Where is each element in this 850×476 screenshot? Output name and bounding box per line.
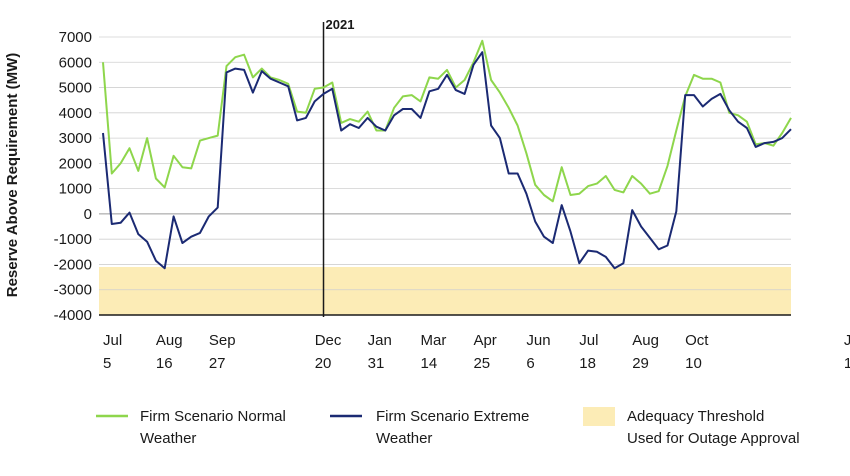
x-tick-day: 16 [156, 355, 173, 372]
y-tick-label: -3000 [54, 282, 92, 299]
legend-label-threshold-line1: Adequacy Threshold [627, 408, 764, 425]
y-tick-label: 5000 [59, 80, 92, 97]
x-axis-ticks: Jul 5 Aug 16 Sep 27 Dec 20 Jan 31 Mar 14 Apr 25 Jun 6 Ju… [103, 332, 850, 372]
x-tick-day: 25 [473, 355, 490, 372]
x-tick-month: Sep [209, 332, 236, 349]
legend-label-threshold-line2: Used for Outage Approval [627, 430, 800, 447]
x-tick-day: 10 [685, 355, 702, 372]
y-tick-label: -1000 [54, 231, 92, 248]
x-tick-day: 27 [209, 355, 226, 372]
y-tick-label: 4000 [59, 105, 92, 122]
y-tick-label: 3000 [59, 130, 92, 147]
x-tick-day: 20 [315, 355, 332, 372]
y-axis-ticks: 7000 6000 5000 4000 3000 2000 1000 0 -1000 -2000 -… [54, 29, 92, 324]
x-tick-day: 29 [632, 355, 649, 372]
series-lines [102, 39, 792, 270]
year-marker-label: 2021 [326, 17, 355, 32]
legend-label-normal-line2: Weather [140, 430, 196, 447]
x-tick-day: 11 [844, 355, 850, 372]
x-tick-day: 14 [421, 355, 438, 372]
x-tick-month: Jan [368, 332, 392, 349]
legend-label-normal-line1: Firm Scenario Normal [140, 408, 286, 425]
legend-label-normal: Firm Scenario Normal Weather [140, 408, 290, 447]
y-axis-label: Reserve Above Requirement (MW) [4, 53, 21, 298]
x-tick-month: Oct [685, 332, 709, 349]
x-tick-month: Dec [315, 332, 342, 349]
y-tick-label: 0 [84, 206, 92, 223]
y-tick-label: -2000 [54, 256, 92, 273]
x-tick-day: 5 [103, 355, 111, 372]
x-tick-month: Jun [526, 332, 550, 349]
legend-swatch-threshold [583, 407, 615, 426]
y-tick-label: 2000 [59, 155, 92, 172]
x-tick-month: Jul [844, 332, 850, 349]
x-tick-day: 18 [579, 355, 596, 372]
legend-label-threshold: Adequacy Threshold Used for Outage Appro… [627, 408, 800, 447]
y-tick-label: 6000 [59, 54, 92, 71]
x-tick-day: 31 [368, 355, 385, 372]
legend: Firm Scenario Normal Weather Firm Scenar… [96, 407, 800, 447]
y-tick-label: 1000 [59, 181, 92, 198]
x-tick-month: Aug [156, 332, 183, 349]
legend-label-extreme: Firm Scenario Extreme Weather [376, 408, 534, 447]
x-tick-month: Jul [579, 332, 598, 349]
y-tick-label: -4000 [54, 307, 92, 324]
x-tick-month: Apr [473, 332, 496, 349]
year-markers: 20212022 [322, 17, 355, 317]
grid-lines [99, 36, 791, 291]
x-tick-month: Mar [421, 332, 447, 349]
legend-label-extreme-line1: Firm Scenario Extreme [376, 408, 529, 425]
legend-label-extreme-line2: Weather [376, 430, 432, 447]
x-tick-month: Aug [632, 332, 659, 349]
y-tick-label: 7000 [59, 29, 92, 46]
threshold-band [99, 266, 791, 315]
x-tick-month: Jul [103, 332, 122, 349]
x-tick-day: 6 [526, 355, 534, 372]
series-line-extreme [102, 51, 792, 270]
series-line-normal [102, 39, 792, 203]
